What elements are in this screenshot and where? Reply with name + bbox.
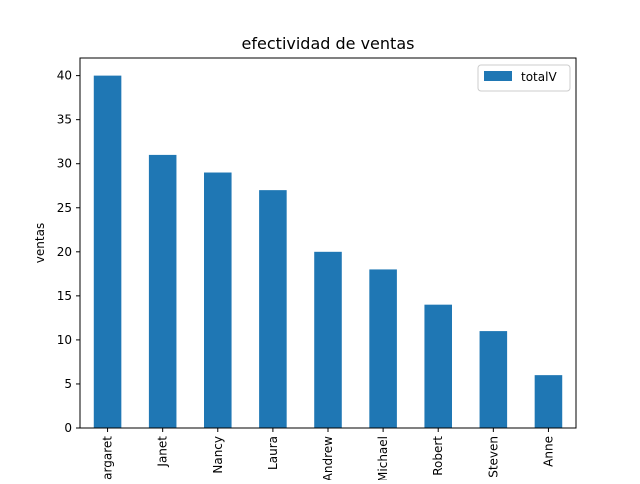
- y-tick-label: 5: [64, 377, 72, 391]
- bar-laura: [259, 190, 287, 428]
- legend-label: totalV: [521, 70, 557, 84]
- x-tick-label: Michael: [376, 436, 390, 480]
- y-tick-label: 40: [57, 69, 72, 83]
- y-axis-label: ventas: [33, 223, 47, 263]
- legend: totalV: [477, 64, 571, 92]
- y-tick-label: 35: [57, 113, 72, 127]
- x-tick-label: Andrew: [321, 436, 335, 480]
- bar-margaret: [93, 75, 122, 429]
- x-tick-label: Anne: [541, 436, 555, 467]
- x-tick-label: Steven: [486, 436, 500, 478]
- bar-nancy: [204, 172, 232, 428]
- x-tick-label: Robert: [431, 436, 445, 476]
- y-tick-label: 20: [57, 245, 72, 259]
- x-axis: Margaret Janet Nancy Laura Andrew Michael Robe…: [101, 428, 555, 480]
- x-tick-label: Laura: [266, 436, 280, 470]
- bar-robert: [424, 304, 452, 428]
- bar-andrew: [314, 251, 342, 428]
- y-tick-label: 0: [64, 421, 72, 435]
- y-tick-label: 15: [57, 289, 72, 303]
- bar-michael: [369, 269, 397, 428]
- x-tick-label: Margaret: [101, 436, 115, 480]
- bar-janet: [148, 154, 177, 428]
- plot-frame: [79, 57, 577, 429]
- bar-steven: [479, 331, 508, 428]
- y-axis: 0 5 10 15 20 25 30 35 40: [57, 69, 80, 435]
- bars-layer: [93, 75, 563, 429]
- y-tick-label: 30: [57, 157, 72, 171]
- chart-title: efectividad de ventas: [242, 34, 415, 53]
- x-tick-label: Janet: [156, 436, 170, 468]
- y-tick-label: 25: [57, 201, 72, 215]
- legend-swatch: [484, 71, 512, 81]
- bar-anne: [534, 375, 563, 428]
- y-tick-label: 10: [57, 333, 72, 347]
- x-tick-label: Nancy: [211, 436, 225, 474]
